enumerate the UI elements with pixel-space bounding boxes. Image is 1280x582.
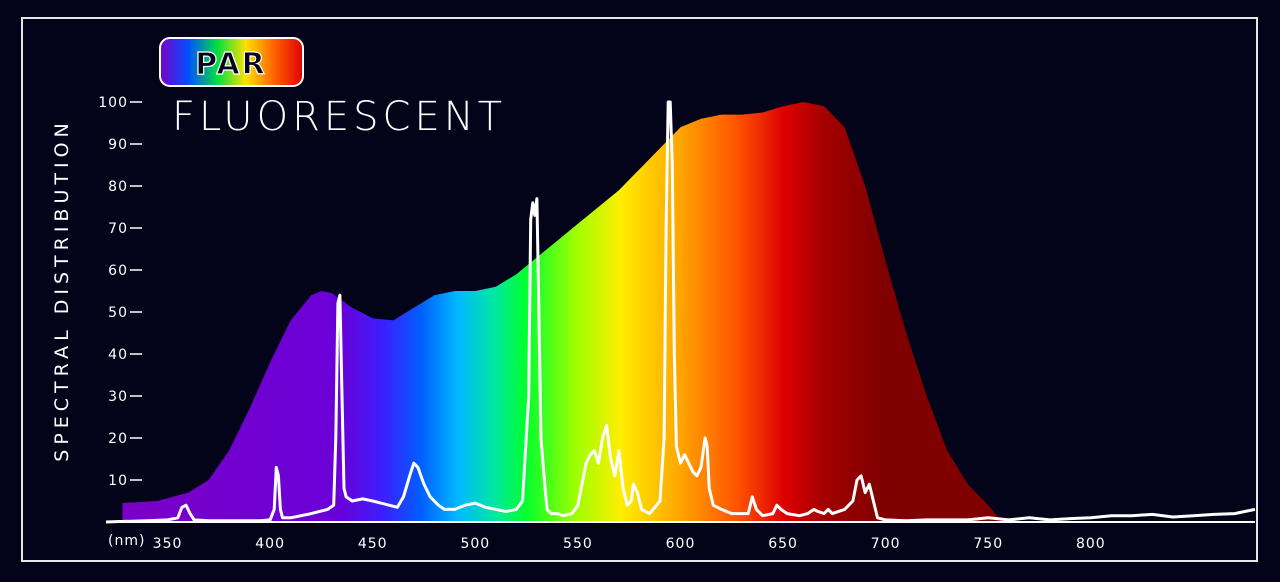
x-tick-label: 800	[1076, 536, 1106, 552]
y-tick-label: 90	[108, 137, 128, 153]
y-tick-label: 30	[108, 389, 128, 405]
x-tick-label: 650	[768, 536, 798, 552]
x-tick-label: 700	[871, 536, 901, 552]
emission-line	[105, 100, 1256, 524]
x-tick-label: 350	[153, 536, 183, 552]
y-tick-label: 100	[98, 95, 128, 111]
par-badge: PAR	[159, 37, 304, 87]
spectrum-area	[122, 102, 1009, 522]
y-tick-label: 70	[108, 221, 128, 237]
x-axis-ticks: 350 400 450 500 550 600 650 700 750 800	[153, 536, 1106, 552]
y-tick-label: 40	[108, 347, 128, 363]
chart-title: FLUORESCENT	[172, 94, 506, 140]
x-tick-label: 400	[255, 536, 285, 552]
x-tick-label: 600	[666, 536, 696, 552]
x-unit-label: (nm)	[108, 533, 145, 549]
y-axis-title: SPECTRAL DISTRIBUTION	[51, 118, 73, 461]
chart-frame	[21, 17, 1258, 562]
y-tick-label: 80	[108, 179, 128, 195]
x-tick-label: 550	[563, 536, 593, 552]
y-tick-label: 60	[108, 263, 128, 279]
y-tick-label: 50	[108, 305, 128, 321]
y-tick-label: 20	[108, 431, 128, 447]
y-tick-label: 10	[108, 473, 128, 489]
y-axis-ticks: 10 20 30 40 50 60 70 80 90 100	[98, 95, 142, 489]
par-badge-background	[159, 37, 304, 87]
x-tick-label: 450	[358, 536, 388, 552]
par-badge-text: PAR	[195, 47, 267, 82]
x-tick-label: 500	[460, 536, 490, 552]
x-tick-label: 750	[973, 536, 1003, 552]
